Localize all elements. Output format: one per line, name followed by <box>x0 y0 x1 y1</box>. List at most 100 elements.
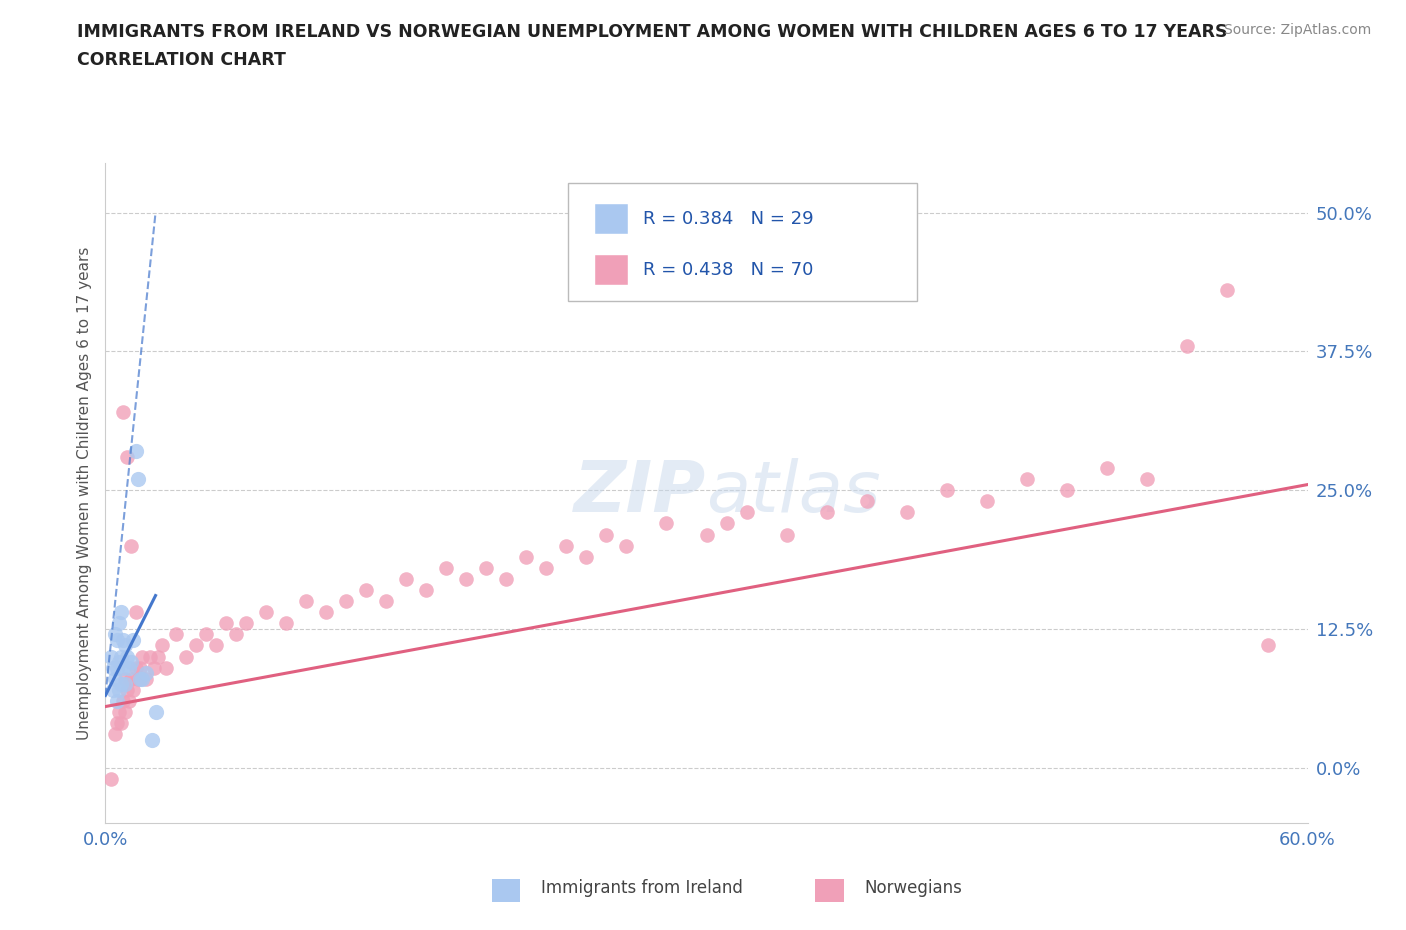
Point <box>107 694 129 709</box>
Text: R = 0.384   N = 29: R = 0.384 N = 29 <box>643 210 814 228</box>
Y-axis label: Unemployment Among Women with Children Ages 6 to 17 years: Unemployment Among Women with Children A… <box>77 246 93 739</box>
Point <box>174 649 197 664</box>
Point <box>575 550 598 565</box>
Point <box>855 494 877 509</box>
Point <box>121 538 143 553</box>
Point <box>117 683 139 698</box>
Point <box>1177 339 1199 353</box>
Point <box>716 516 738 531</box>
FancyBboxPatch shape <box>595 205 628 234</box>
Point <box>415 582 437 597</box>
Point <box>112 694 135 709</box>
Point <box>124 604 146 619</box>
Point <box>100 649 122 664</box>
Point <box>165 627 187 642</box>
Point <box>110 649 132 664</box>
Point <box>112 405 135 419</box>
Text: ZIP: ZIP <box>574 458 707 527</box>
Point <box>135 666 157 681</box>
Point <box>1257 638 1279 653</box>
FancyBboxPatch shape <box>568 182 917 301</box>
Point <box>936 483 959 498</box>
Point <box>114 677 136 692</box>
Point <box>735 505 758 520</box>
Point <box>815 505 838 520</box>
Point <box>225 627 247 642</box>
Point <box>295 593 318 608</box>
Point <box>1097 460 1119 475</box>
Point <box>1056 483 1078 498</box>
Point <box>103 660 125 675</box>
Text: IMMIGRANTS FROM IRELAND VS NORWEGIAN UNEMPLOYMENT AMONG WOMEN WITH CHILDREN AGES: IMMIGRANTS FROM IRELAND VS NORWEGIAN UNE… <box>77 23 1227 41</box>
Point <box>131 649 153 664</box>
Point <box>454 571 477 586</box>
Point <box>534 561 557 576</box>
Point <box>110 677 132 692</box>
Point <box>108 705 131 720</box>
Point <box>434 561 457 576</box>
Point <box>127 671 149 686</box>
Point <box>100 771 122 786</box>
Text: Source: ZipAtlas.com: Source: ZipAtlas.com <box>1223 23 1371 37</box>
Point <box>335 593 357 608</box>
Point <box>117 449 139 464</box>
Point <box>118 694 141 709</box>
Point <box>107 632 129 647</box>
Point <box>1216 283 1239 298</box>
Point <box>374 593 398 608</box>
Point <box>104 727 127 742</box>
Point <box>124 660 146 675</box>
Point <box>107 660 129 675</box>
Point <box>122 632 145 647</box>
Text: Norwegians: Norwegians <box>865 879 963 897</box>
Point <box>515 550 537 565</box>
Point <box>108 616 131 631</box>
Point <box>354 582 377 597</box>
Point <box>112 632 135 647</box>
Point <box>128 671 150 686</box>
Point <box>696 527 718 542</box>
Text: R = 0.438   N = 70: R = 0.438 N = 70 <box>643 260 813 279</box>
Point <box>616 538 638 553</box>
Point <box>235 616 257 631</box>
Point <box>135 671 157 686</box>
Text: Immigrants from Ireland: Immigrants from Ireland <box>541 879 744 897</box>
Point <box>131 671 153 686</box>
Point <box>138 649 160 664</box>
Point <box>655 516 678 531</box>
Point <box>395 571 418 586</box>
Point <box>114 705 136 720</box>
Point <box>475 561 498 576</box>
Point <box>108 655 131 670</box>
Point <box>103 683 125 698</box>
Point <box>142 660 165 675</box>
Point <box>1136 472 1159 486</box>
Point <box>122 683 145 698</box>
Point <box>896 505 918 520</box>
Point <box>146 649 169 664</box>
Point <box>124 444 146 458</box>
Point <box>141 733 163 748</box>
Point <box>595 527 617 542</box>
Point <box>214 616 236 631</box>
Point <box>1017 472 1039 486</box>
Point <box>155 660 177 675</box>
Point <box>145 705 167 720</box>
Point <box>104 671 127 686</box>
Point <box>114 671 136 686</box>
Point <box>184 638 207 653</box>
Text: CORRELATION CHART: CORRELATION CHART <box>77 51 287 69</box>
Point <box>254 604 277 619</box>
Point <box>104 627 127 642</box>
Point <box>555 538 578 553</box>
Point <box>108 683 131 698</box>
Point <box>194 627 217 642</box>
Point <box>110 716 132 731</box>
Point <box>112 660 135 675</box>
Point <box>114 638 136 653</box>
Point <box>204 638 226 653</box>
Point <box>128 660 150 675</box>
Point <box>127 472 149 486</box>
Point <box>274 616 297 631</box>
FancyBboxPatch shape <box>595 255 628 285</box>
